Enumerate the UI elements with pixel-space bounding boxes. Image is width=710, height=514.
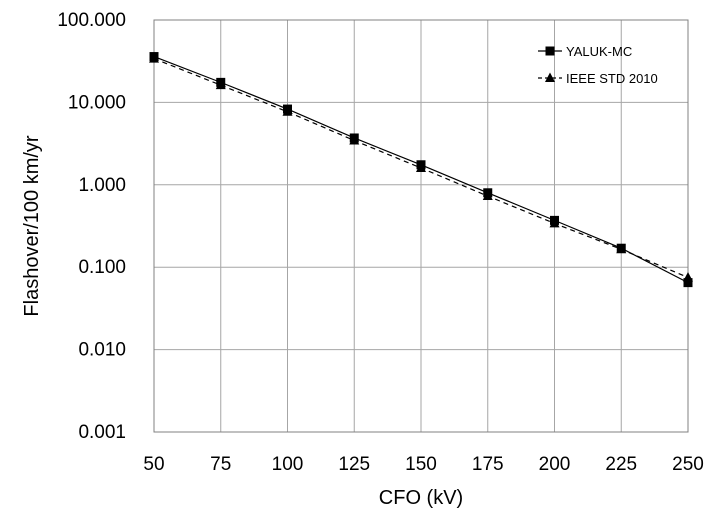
data-point: [683, 271, 693, 282]
y-tick-labels: 100.000 10.000 1.000 0.100 0.010 0.001: [57, 10, 126, 443]
x-tick-label: 100: [272, 454, 304, 475]
x-tick-label: 200: [539, 454, 571, 475]
series-triangle: [149, 53, 693, 282]
data-point: [349, 134, 360, 145]
x-tick-labels: 50 75 100 125 150 175 200 225 250: [143, 454, 703, 475]
series-layer: [149, 52, 693, 288]
x-tick-label: 125: [338, 454, 370, 475]
legend-label: IEEE STD 2010: [566, 71, 658, 86]
data-point: [616, 243, 627, 254]
data-point: [149, 53, 159, 63]
y-tick-label: 1.000: [78, 175, 126, 196]
data-point: [683, 278, 693, 288]
grid: [153, 19, 689, 433]
legend-label: YALUK-MC: [566, 44, 632, 59]
data-point: [282, 106, 293, 116]
x-tick-label: 75: [210, 454, 231, 475]
x-tick-label: 250: [672, 454, 704, 475]
x-tick-label: 50: [143, 454, 164, 475]
x-tick-label: 150: [405, 454, 437, 475]
y-tick-label: 10.000: [68, 92, 126, 113]
x-tick-label: 175: [472, 454, 504, 475]
legend-item: IEEE STD 2010: [538, 71, 658, 86]
x-axis-title: CFO (kV): [379, 487, 463, 509]
y-tick-label: 0.010: [78, 340, 126, 361]
legend-item: YALUK-MC: [538, 44, 632, 59]
legend: YALUK-MC IEEE STD 2010: [538, 44, 658, 86]
legend-marker: [545, 72, 555, 82]
y-axis-title: Flashover/100 km/yr: [21, 135, 43, 317]
y-tick-label: 100.000: [57, 10, 126, 31]
data-point: [416, 162, 426, 172]
plot-border: [153, 19, 689, 433]
y-tick-label: 0.001: [78, 422, 126, 443]
data-point: [549, 217, 560, 228]
data-point: [215, 79, 226, 90]
data-point: [482, 190, 493, 201]
legend-marker: [545, 46, 555, 56]
x-tick-label: 225: [605, 454, 637, 475]
y-tick-label: 0.100: [78, 257, 126, 278]
